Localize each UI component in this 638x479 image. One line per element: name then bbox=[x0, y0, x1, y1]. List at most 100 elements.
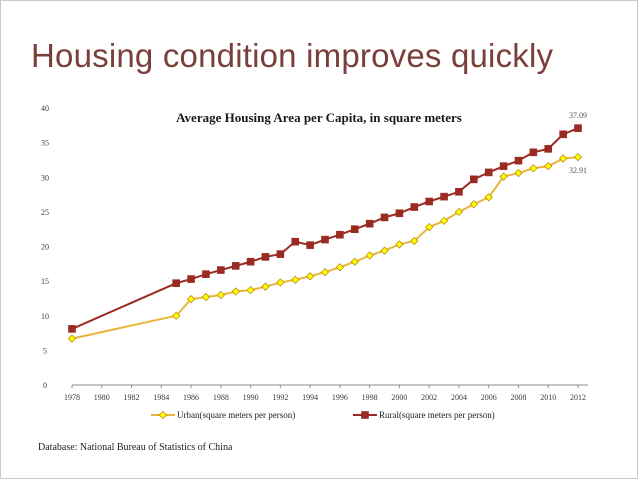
x-tick-label: 2004 bbox=[451, 393, 467, 402]
urban-data-point bbox=[335, 263, 345, 272]
legend-urban-marker bbox=[158, 410, 168, 420]
x-tick-label: 1990 bbox=[243, 393, 259, 402]
urban-data-point bbox=[529, 164, 538, 173]
rural-data-point bbox=[202, 270, 210, 279]
x-tick-label: 1998 bbox=[362, 393, 378, 402]
urban-data-point bbox=[439, 216, 449, 226]
legend-rural-label: Rural(square meters per person) bbox=[379, 410, 495, 420]
x-tick-label: 1978 bbox=[64, 393, 80, 402]
urban-data-point bbox=[365, 251, 374, 260]
y-tick-label: 20 bbox=[41, 243, 49, 252]
x-tick-label: 1982 bbox=[124, 393, 140, 402]
x-tick-label: 1996 bbox=[332, 393, 348, 402]
rural-data-point bbox=[484, 168, 493, 177]
urban-data-point bbox=[425, 222, 434, 232]
urban-data-point bbox=[291, 275, 300, 284]
urban-data-point bbox=[514, 168, 523, 178]
urban-data-point bbox=[469, 200, 478, 209]
y-tick-label: 25 bbox=[41, 208, 49, 217]
chart-title: Average Housing Area per Capita, in squa… bbox=[176, 110, 462, 125]
rural-data-point bbox=[231, 262, 240, 270]
rural-data-point bbox=[514, 156, 523, 165]
urban-data-point bbox=[67, 334, 77, 343]
rural-data-point bbox=[380, 213, 389, 222]
x-tick-label: 2012 bbox=[570, 393, 586, 402]
x-tick-label: 2008 bbox=[510, 393, 526, 402]
y-tick-label: 10 bbox=[41, 312, 49, 321]
urban-data-point bbox=[320, 267, 330, 277]
urban-data-point bbox=[573, 152, 583, 162]
x-tick-label: 1984 bbox=[153, 393, 169, 402]
urban-data-point bbox=[350, 257, 359, 266]
rural-data-point bbox=[455, 187, 463, 196]
x-tick-label: 1988 bbox=[213, 393, 229, 402]
urban-data-point bbox=[380, 246, 389, 255]
data-source-note: Database: National Bureau of Statistics … bbox=[38, 442, 233, 453]
legend-rural-marker bbox=[361, 411, 369, 419]
y-tick-label: 15 bbox=[41, 277, 49, 286]
legend-urban-label: Urban(square meters per person) bbox=[177, 410, 295, 420]
urban-series-line bbox=[71, 156, 579, 340]
urban-data-point bbox=[261, 282, 270, 291]
chart-series: 32.91 37.09 bbox=[67, 111, 587, 343]
rural-data-point bbox=[217, 266, 225, 274]
x-tick-label: 1994 bbox=[302, 393, 318, 402]
urban-data-point bbox=[276, 278, 285, 287]
urban-data-point bbox=[484, 193, 493, 202]
urban-data-point bbox=[186, 294, 196, 304]
y-tick-label: 35 bbox=[41, 139, 49, 148]
rural-data-point bbox=[246, 257, 255, 266]
urban-data-point bbox=[454, 207, 464, 217]
rural-data-point bbox=[261, 253, 270, 261]
rural-data-point bbox=[544, 145, 553, 153]
chart-axes: 0 5 10 15 20 25 30 35 40 1978 1980 1982 1984 1986 1988… bbox=[41, 104, 588, 402]
urban-data-point bbox=[246, 285, 255, 295]
rural-data-point bbox=[68, 325, 76, 333]
urban-data-point bbox=[410, 236, 419, 246]
rural-data-point bbox=[187, 275, 195, 283]
rural-data-point bbox=[440, 192, 448, 201]
rural-data-point bbox=[574, 124, 582, 132]
rural-data-point bbox=[276, 250, 285, 258]
urban-data-point bbox=[172, 311, 181, 320]
rural-data-point bbox=[425, 197, 433, 206]
rural-data-point bbox=[291, 237, 300, 246]
x-tick-label: 1980 bbox=[94, 393, 110, 402]
x-tick-label: 2000 bbox=[391, 393, 407, 402]
urban-data-point bbox=[544, 162, 553, 171]
y-tick-label: 5 bbox=[43, 346, 47, 355]
rural-data-point bbox=[499, 162, 508, 170]
urban-data-point bbox=[395, 240, 404, 249]
chart-legend: Urban(square meters per person) Rural(squ… bbox=[151, 410, 495, 420]
urban-data-point bbox=[499, 172, 508, 181]
rural-data-point bbox=[365, 219, 374, 228]
urban-end-value-label: 32.91 bbox=[569, 166, 587, 175]
rural-data-point bbox=[336, 230, 344, 239]
rural-data-point bbox=[410, 203, 419, 211]
x-tick-label: 1986 bbox=[183, 393, 199, 402]
urban-data-point bbox=[201, 292, 211, 302]
rural-data-point bbox=[350, 225, 359, 233]
rural-data-point bbox=[321, 235, 329, 244]
rural-series-line bbox=[71, 127, 579, 330]
urban-data-point bbox=[305, 272, 315, 281]
x-tick-label: 2006 bbox=[481, 393, 497, 402]
rural-data-point bbox=[306, 241, 314, 249]
rural-data-point bbox=[559, 130, 567, 139]
y-tick-label: 40 bbox=[41, 104, 49, 113]
rural-data-point bbox=[395, 209, 404, 218]
rural-data-point bbox=[529, 148, 538, 157]
x-tick-label: 1992 bbox=[272, 393, 288, 402]
y-tick-label: 30 bbox=[41, 173, 49, 182]
urban-data-point bbox=[558, 154, 568, 163]
urban-data-point bbox=[216, 290, 225, 300]
rural-data-point bbox=[470, 175, 478, 184]
x-tick-label: 2010 bbox=[540, 393, 556, 402]
y-tick-label: 0 bbox=[43, 381, 47, 390]
rural-data-point bbox=[172, 279, 180, 288]
urban-data-point bbox=[231, 287, 240, 296]
slide-title: Housing condition improves quickly bbox=[31, 37, 554, 74]
rural-end-value-label: 37.09 bbox=[569, 111, 587, 120]
